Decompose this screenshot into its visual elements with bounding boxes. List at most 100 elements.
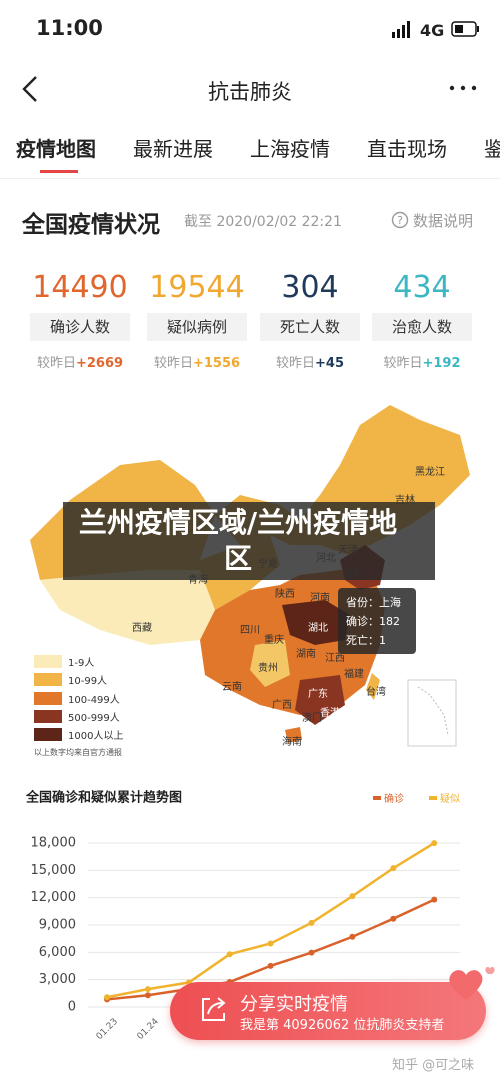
data-point [308,949,315,956]
status-network: 4G [420,21,445,40]
data-point [144,986,151,993]
delta-value: +192 [422,356,461,371]
province-label: 青海 [188,575,208,586]
province-label: 广东 [308,689,328,700]
province-label: 台湾 [366,687,386,698]
province-label: 黑龙江 [415,467,445,478]
tab[interactable]: 鉴 [484,137,500,161]
help-link[interactable]: 数据说明 [413,212,474,230]
y-tick-label: 6,000 [39,945,76,960]
province-label: 江西 [325,653,345,664]
share-icon [202,997,226,1021]
stat-label: 治愈人数 [372,313,472,341]
legend-swatch [34,655,62,668]
legend-label: 500-999人 [68,712,120,724]
delta-label: 较昨日 [383,356,423,371]
province-label: 河北 [316,553,336,564]
delta-label: 较昨日 [36,356,76,371]
tab[interactable]: 疫情地图 [16,137,96,161]
province-label: 天津 [338,545,358,556]
banner [63,502,435,580]
data-point [104,994,110,1001]
timestamp: 截至 2020/02/02 22:21 [184,214,342,230]
share-button[interactable] [170,982,486,1040]
province-label: 澳门 [302,713,322,724]
stat-value: 304 [281,270,339,305]
data-point [349,933,356,940]
status-icons [392,21,479,38]
province-label: 云南 [222,682,242,693]
legend-swatch [34,691,62,705]
section-title: 全国疫情状况 [22,212,160,238]
data-point [144,992,151,999]
province-label: 山东 [342,569,362,580]
back-button[interactable] [16,74,46,104]
data-point [390,865,397,872]
province-label: 香港 [320,708,340,719]
province-label: 广西 [272,700,292,711]
data-point [308,919,315,926]
legend-label: 100-499人 [68,694,120,706]
data-point [267,940,274,947]
data-point [431,840,438,847]
legend-swatch [34,673,62,687]
stat-label: 疑似病例 [147,313,247,341]
tab[interactable]: 直击现场 [367,137,447,161]
y-tick-label: 3,000 [39,972,76,987]
data-point [431,896,438,903]
tooltip-line: 死亡：1 [346,634,386,647]
legend-label: 10-99人 [68,676,108,688]
y-tick-label: 0 [68,1000,76,1015]
legend-label: 疑似 [440,793,460,805]
share-subtitle: 我是第 40926062 位抗肺炎支持者 [240,1018,445,1033]
x-tick-label: 01.24 [136,1017,161,1040]
stat-value: 14490 [32,270,128,305]
tab[interactable]: 上海疫情 [250,137,330,161]
province-label: 贵州 [258,663,278,674]
delta-value: +45 [315,356,344,371]
data-point [349,893,356,900]
stat-value: 434 [393,270,451,305]
y-tick-label: 18,000 [31,836,77,851]
legend-label: 确诊 [384,792,404,805]
delta-label: 较昨日 [276,356,316,371]
nav-title: 抗击肺炎 [208,80,292,104]
more-button[interactable] [448,82,480,94]
map-note: 以上数字均来自官方通报 [34,748,122,757]
svg-text:?: ? [397,214,403,227]
province-label: 西藏 [132,623,152,634]
province-label: 福建 [344,669,364,680]
legend-swatch [34,728,62,742]
legend-swatch [373,796,381,800]
stat-delta: 较昨日+2669 [22,352,138,371]
status-time: 11:00 [36,16,103,40]
province-label: 宁夏 [258,559,278,570]
share-title: 分享实时疫情 [240,994,348,1015]
x-tick-label: 01.23 [95,1017,120,1040]
legend-swatch [429,796,437,800]
y-tick-label: 12,000 [31,890,77,905]
stat-delta: 较昨日+192 [364,352,480,371]
province-label: 湖北 [308,623,328,634]
watermark: 知乎 @可之味 [392,1058,475,1073]
divider [0,178,500,179]
legend-label: 1-9人 [68,658,95,669]
delta-value: +1556 [192,356,241,371]
tab-indicator [40,170,78,173]
help-icon[interactable]: ? [391,211,409,229]
tooltip-line: 确诊：182 [346,615,400,628]
banner-text: 兰州疫情区域/兰州疫情地区 [78,506,398,575]
province-label: 河南 [310,593,330,604]
stat-value: 19544 [149,270,245,305]
data-point [267,962,274,969]
chart-title: 全国确诊和疑似累计趋势图 [25,790,182,806]
data-point [226,951,233,958]
delta-value: +2669 [75,356,124,371]
province-label: 吉林 [395,495,415,506]
province-label: 陕西 [275,589,295,600]
y-tick-label: 9,000 [39,918,76,933]
tab[interactable]: 最新进展 [133,137,213,161]
delta-label: 较昨日 [153,356,193,371]
stat-label: 确诊人数 [30,313,130,341]
